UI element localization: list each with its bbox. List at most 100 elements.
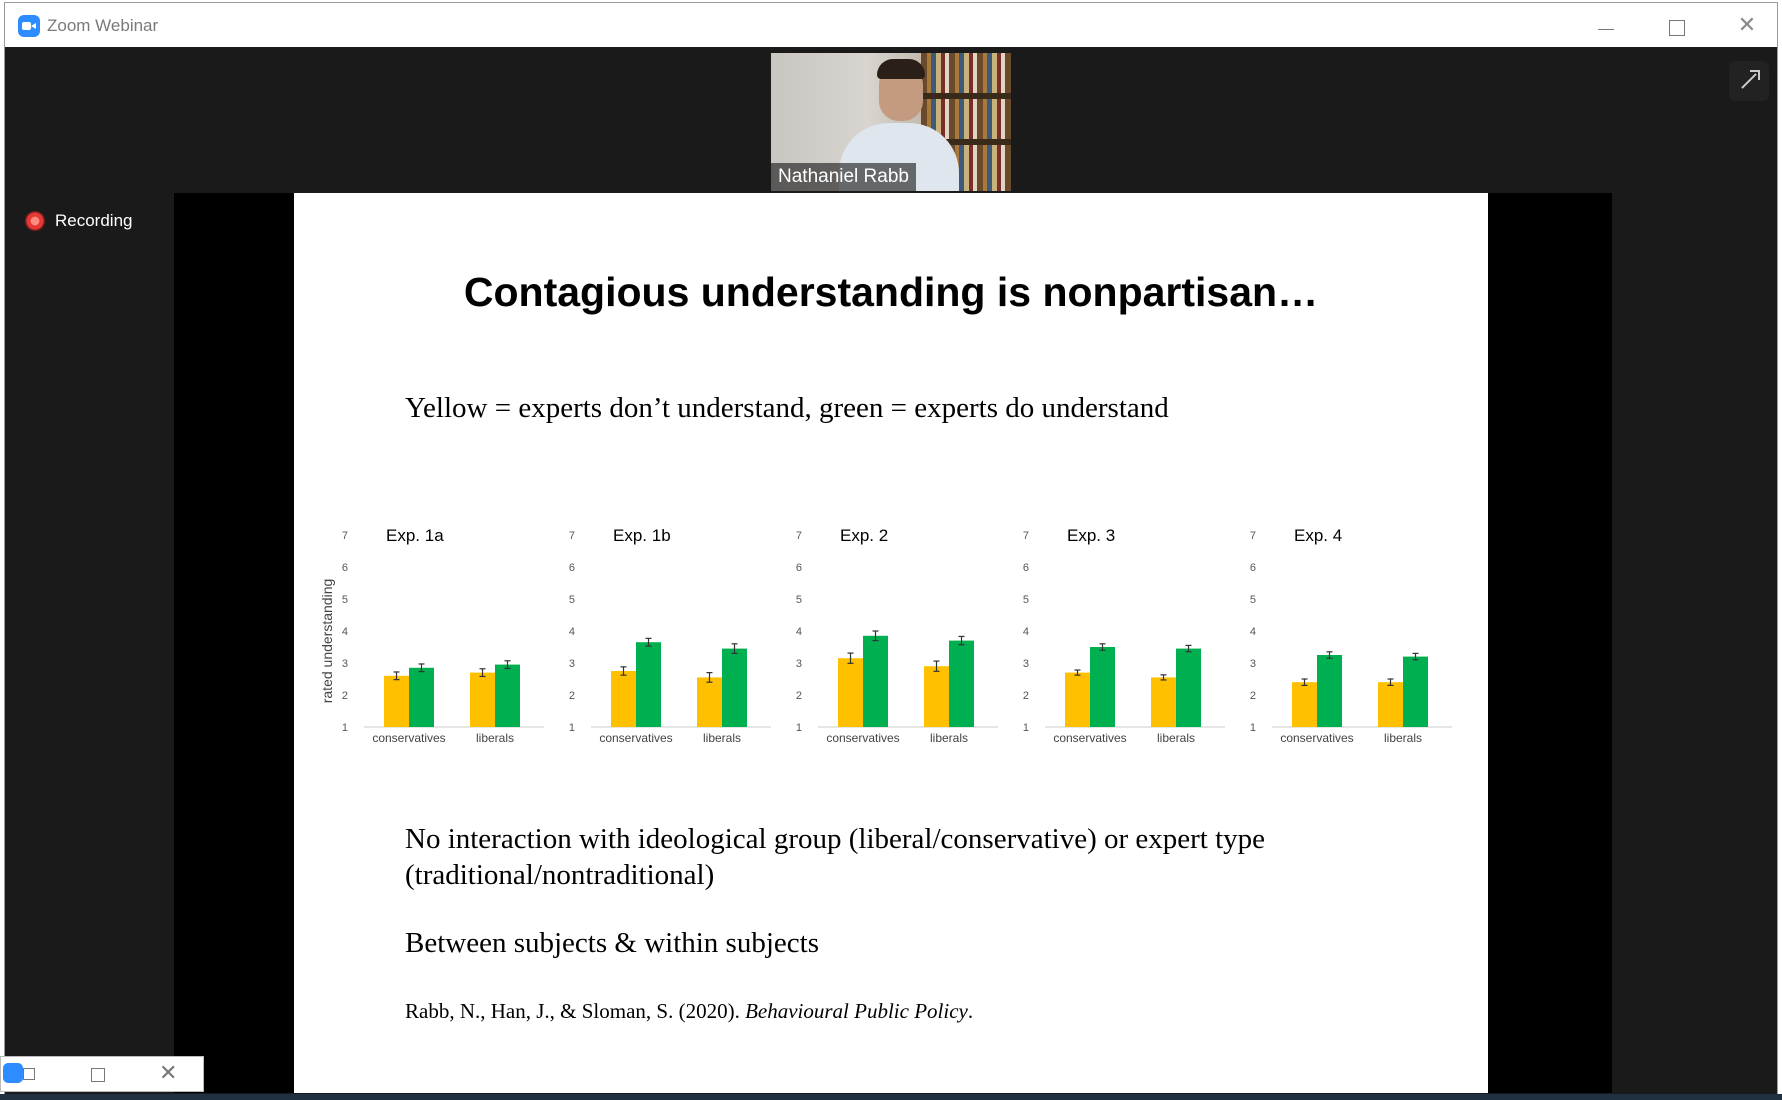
bar	[1176, 648, 1201, 727]
video-shelf	[921, 139, 1011, 145]
y-tick-label: 6	[569, 562, 575, 574]
bar	[470, 672, 495, 727]
y-tick-label: 4	[796, 626, 802, 638]
y-tick-label: 5	[1023, 594, 1029, 606]
bar	[495, 664, 520, 727]
y-tick-label: 4	[1023, 626, 1029, 638]
bar	[838, 658, 863, 727]
citation-journal: Behavioural Public Policy	[745, 999, 968, 1023]
webinar-content: Nathaniel Rabb Recording Contagious unde…	[5, 47, 1777, 1095]
bar	[949, 640, 974, 727]
x-category-label: liberals	[1157, 731, 1195, 743]
y-tick-label: 3	[1250, 658, 1256, 670]
y-tick-label: 2	[796, 690, 802, 702]
y-tick-label: 5	[1250, 594, 1256, 606]
bar	[1151, 677, 1176, 727]
y-tick-label: 3	[796, 658, 802, 670]
maximize-icon[interactable]	[91, 1068, 105, 1082]
close-icon: ✕	[1737, 13, 1757, 38]
y-tick-label: 4	[342, 626, 348, 638]
recording-label: Recording	[55, 211, 133, 230]
y-axis-label: rated understanding	[319, 579, 335, 704]
x-category-label: conservatives	[599, 731, 672, 743]
x-category-label: liberals	[476, 731, 514, 743]
y-tick-label: 2	[1250, 690, 1256, 702]
bar	[384, 675, 409, 727]
slide-color-legend: Yellow = experts don’t understand, green…	[405, 392, 1169, 424]
bar	[1065, 672, 1090, 727]
bar	[636, 642, 661, 727]
bar	[1403, 656, 1428, 727]
chart-title: Exp. 3	[1067, 526, 1115, 545]
recording-dot-icon	[25, 211, 45, 231]
video-shelf	[921, 93, 1011, 99]
chart-title: Exp. 1a	[386, 526, 444, 545]
y-tick-label: 4	[1250, 626, 1256, 638]
slide-note-design: Between subjects & within subjects	[405, 927, 819, 959]
y-tick-label: 6	[796, 562, 802, 574]
bar	[697, 677, 722, 727]
bar	[863, 635, 888, 727]
y-tick-label: 3	[569, 658, 575, 670]
y-tick-label: 2	[1023, 690, 1029, 702]
bar	[924, 666, 949, 727]
y-tick-label: 3	[1023, 658, 1029, 670]
y-tick-label: 2	[569, 690, 575, 702]
recording-indicator: Recording	[25, 211, 133, 231]
x-category-label: liberals	[930, 731, 968, 743]
x-category-label: conservatives	[1280, 731, 1353, 743]
slide-title: Contagious understanding is nonpartisan…	[463, 269, 1319, 315]
bar	[409, 667, 434, 727]
bar	[1378, 682, 1403, 727]
citation-end: .	[967, 999, 974, 1023]
restore-icon[interactable]	[23, 1068, 35, 1080]
maximize-button[interactable]	[1647, 9, 1703, 43]
chart-title: Exp. 2	[840, 526, 888, 545]
y-tick-label: 7	[1023, 530, 1029, 542]
x-category-label: conservatives	[372, 731, 445, 743]
participant-name-label: Nathaniel Rabb	[771, 163, 916, 191]
speaker-video-thumbnail[interactable]: Nathaniel Rabb	[771, 53, 1011, 191]
close-icon[interactable]: ✕	[159, 1061, 178, 1086]
video-speaker-hair	[877, 59, 925, 79]
y-tick-label: 5	[569, 594, 575, 606]
bar-charts: 1 2 3 4 5 6 7 Exp. 1a conservatives liberals rated…	[319, 526, 1452, 743]
y-tick-label: 6	[1023, 562, 1029, 574]
bar	[1292, 682, 1317, 727]
y-tick-label: 7	[342, 530, 348, 542]
y-tick-label: 7	[796, 530, 802, 542]
y-tick-label: 1	[796, 722, 802, 734]
close-button[interactable]: ✕	[1719, 9, 1775, 43]
y-tick-label: 3	[342, 658, 348, 670]
mini-control-bar: ✕	[0, 1056, 204, 1092]
x-category-label: liberals	[703, 731, 741, 743]
x-category-label: conservatives	[1053, 731, 1126, 743]
citation-authors: Rabb, N., Han, J., & Sloman, S. (2020).	[405, 999, 746, 1023]
y-tick-label: 1	[1250, 722, 1256, 734]
y-tick-label: 2	[342, 690, 348, 702]
bar	[1317, 655, 1342, 727]
window-title: Zoom Webinar	[47, 16, 159, 35]
x-category-label: liberals	[1384, 731, 1422, 743]
presentation-slide: Contagious understanding is nonpartisan……	[294, 193, 1488, 1093]
y-tick-label: 6	[1250, 562, 1256, 574]
chart-title: Exp. 1b	[613, 526, 671, 545]
taskbar	[0, 1094, 1782, 1100]
title-bar: Zoom Webinar ✕	[5, 3, 1777, 47]
y-tick-label: 1	[342, 722, 348, 734]
y-tick-label: 4	[569, 626, 575, 638]
slide-note-interaction: No interaction with ideological group (l…	[405, 823, 1266, 891]
fullscreen-icon[interactable]	[1729, 61, 1769, 101]
y-tick-label: 5	[796, 594, 802, 606]
bar	[722, 648, 747, 727]
y-tick-label: 1	[1023, 722, 1029, 734]
y-tick-label: 7	[569, 530, 575, 542]
zoom-app-icon	[3, 1063, 23, 1083]
slide-citation: Rabb, N., Han, J., & Sloman, S. (2020). …	[405, 999, 973, 1024]
y-tick-label: 7	[1250, 530, 1256, 542]
screen-share-area: Contagious understanding is nonpartisan……	[174, 193, 1612, 1093]
bar	[1090, 647, 1115, 727]
minimize-button[interactable]	[1577, 9, 1633, 43]
y-tick-label: 1	[569, 722, 575, 734]
zoom-app-icon	[18, 15, 40, 37]
